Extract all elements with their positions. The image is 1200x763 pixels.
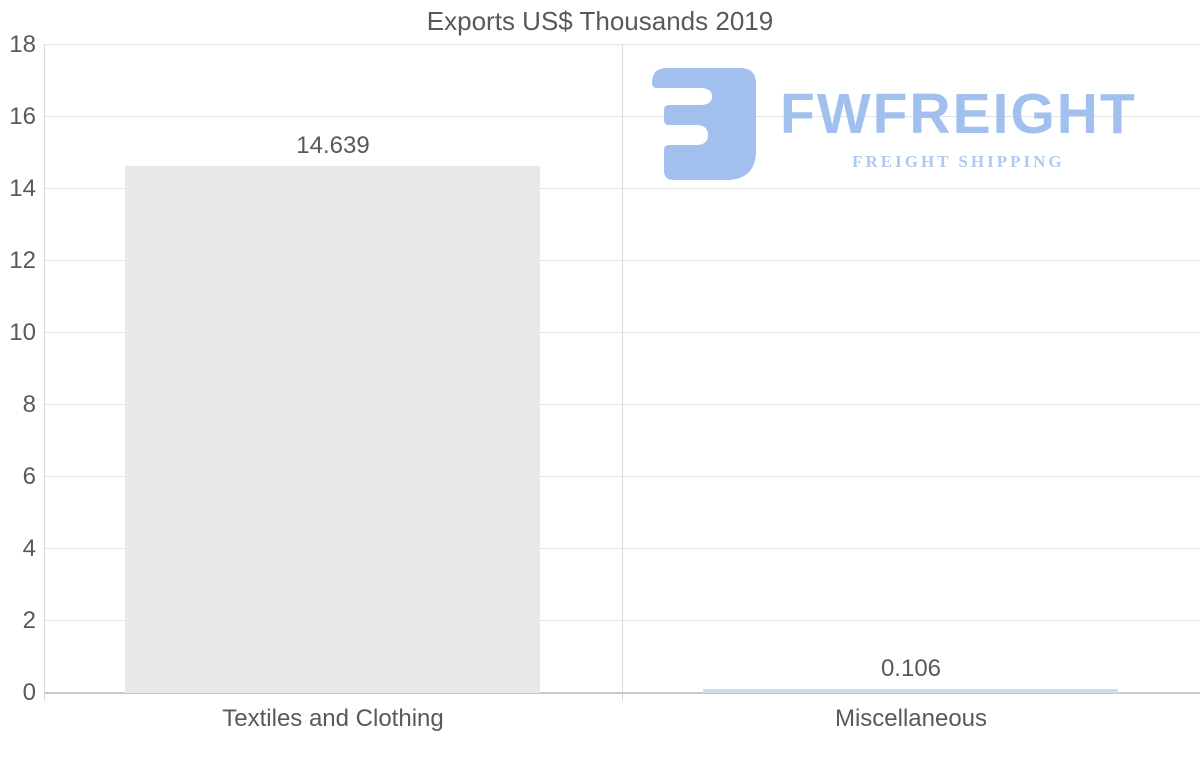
logo-text-block: FWFREIGHT FREIGHT SHIPPING <box>780 82 1137 172</box>
y-tick-label: 18 <box>9 31 36 58</box>
y-axis-line <box>44 45 45 701</box>
y-tick-label: 14 <box>9 175 36 202</box>
y-tick-label: 0 <box>22 679 36 706</box>
fwfreight-watermark: FWFREIGHT FREIGHT SHIPPING <box>648 68 1137 181</box>
x-axis-line <box>44 692 1200 694</box>
logo-brand-text: FWFREIGHT <box>780 82 1137 146</box>
x-category-label: Textiles and Clothing <box>222 705 444 732</box>
category-divider-line <box>621 45 623 701</box>
fwfreight-logo-icon <box>652 68 756 180</box>
bar-miscellaneous <box>703 689 1119 693</box>
y-tick-label: 16 <box>9 103 36 130</box>
y-tick-label: 4 <box>22 535 36 562</box>
y-tick-label: 8 <box>22 391 36 418</box>
bar-value-label: 14.639 <box>296 132 370 159</box>
y-tick-label: 6 <box>22 463 36 490</box>
bar-value-label: 0.106 <box>880 655 942 683</box>
y-tick-label: 2 <box>22 607 36 634</box>
y-tick-label: 12 <box>9 247 36 274</box>
x-axis: Textiles and Clothing Miscellaneous <box>44 702 1200 742</box>
gridline <box>44 44 1200 45</box>
y-tick-label: 10 <box>9 319 36 346</box>
chart-title: Exports US$ Thousands 2019 <box>426 6 774 36</box>
x-category-label: Miscellaneous <box>834 705 988 732</box>
logo-tagline-text: FREIGHT SHIPPING <box>852 152 1065 171</box>
plot-area: 14.639 0.106 <box>44 44 1200 701</box>
bar-textiles-and-clothing <box>125 166 541 693</box>
